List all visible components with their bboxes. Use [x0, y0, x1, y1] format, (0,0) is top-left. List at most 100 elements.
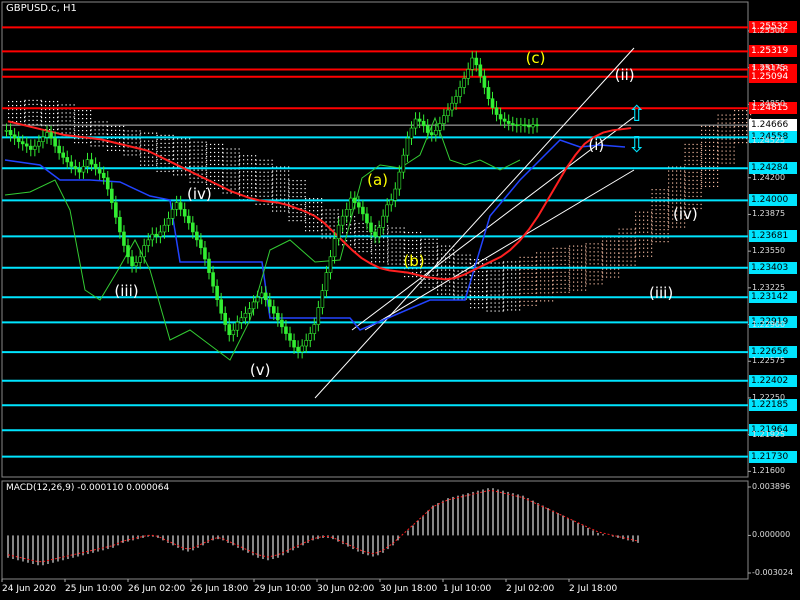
cloud-dot	[527, 276, 529, 278]
cloud-dot	[168, 162, 170, 165]
cloud-dot	[375, 257, 377, 259]
cloud-dot	[127, 130, 129, 132]
cloud-dot	[515, 289, 517, 291]
cloud-dot	[424, 242, 426, 244]
cloud-dot	[362, 246, 364, 249]
cloud-dot	[296, 204, 298, 206]
cloud-dot	[651, 221, 653, 223]
cloud-dot	[230, 184, 232, 186]
cloud-dot	[309, 198, 311, 200]
cloud-dot	[713, 161, 715, 163]
cloud-dot	[251, 195, 253, 197]
cloud-dot	[507, 273, 509, 275]
cloud-dot	[519, 309, 521, 311]
cloud-dot	[387, 245, 389, 247]
cloud-dot	[696, 195, 698, 198]
cloud-dot	[255, 187, 257, 189]
candle-body	[45, 132, 49, 138]
cloud-dot	[205, 181, 207, 183]
cloud-dot	[536, 272, 538, 274]
cloud-dot	[668, 202, 670, 204]
cloud-dot	[354, 242, 356, 245]
cloud-dot	[622, 264, 624, 266]
cloud-dot	[474, 259, 476, 261]
cloud-dot	[86, 113, 88, 116]
cloud-dot	[482, 283, 484, 285]
cloud-dot	[668, 222, 670, 224]
cloud-dot	[387, 243, 389, 245]
cloud-dot	[164, 146, 166, 149]
cloud-dot	[358, 250, 360, 253]
cloud-dot	[738, 121, 740, 124]
cloud-dot	[573, 285, 575, 287]
cloud-dot	[688, 187, 690, 190]
cloud-dot	[655, 193, 657, 195]
cloud-dot	[36, 99, 38, 102]
cloud-dot	[350, 240, 352, 242]
candle-body	[57, 145, 61, 154]
cloud-dot	[197, 165, 199, 167]
cloud-dot	[556, 263, 558, 265]
cloud-dot	[420, 247, 422, 250]
cloud-dot	[593, 263, 595, 265]
cloud-dot	[404, 243, 406, 246]
cloud-dot	[721, 130, 723, 132]
cloud-dot	[684, 174, 686, 176]
cloud-dot	[478, 283, 480, 285]
cloud-dot	[585, 289, 587, 291]
cloud-dot	[437, 253, 439, 255]
cloud-dot	[610, 248, 612, 250]
cloud-dot	[404, 275, 406, 278]
support-level-tag: 1.21730	[749, 450, 797, 463]
cloud-dot	[688, 179, 690, 182]
cloud-dot	[552, 279, 554, 281]
cloud-dot	[696, 159, 698, 162]
cloud-dot	[486, 299, 488, 301]
cloud-dot	[709, 173, 711, 175]
cloud-dot	[288, 184, 290, 186]
cloud-dot	[569, 285, 571, 287]
cloud-dot	[622, 256, 624, 258]
cloud-dot	[573, 257, 575, 259]
cloud-dot	[519, 276, 521, 278]
cloud-dot	[16, 104, 18, 107]
cloud-dot	[672, 214, 674, 216]
cloud-dot	[581, 265, 583, 267]
cloud-dot	[358, 226, 360, 229]
candle-body	[211, 272, 215, 287]
cloud-dot	[234, 152, 236, 154]
cloud-dot	[725, 150, 727, 152]
cloud-dot	[709, 133, 711, 135]
cloud-dot	[453, 281, 455, 283]
cloud-dot	[272, 194, 274, 196]
cloud-dot	[263, 179, 265, 181]
cloud-dot	[408, 251, 410, 254]
cloud-dot	[226, 176, 228, 178]
cloud-dot	[424, 258, 426, 260]
cloud-dot	[263, 163, 265, 165]
cloud-dot	[168, 146, 170, 149]
cloud-dot	[585, 259, 587, 261]
cloud-dot	[696, 203, 698, 206]
cloud-dot	[131, 138, 133, 140]
cloud-dot	[597, 243, 599, 245]
cloud-dot	[672, 166, 674, 168]
cloud-dot	[86, 109, 88, 112]
cloud-dot	[280, 174, 282, 176]
candle-body	[219, 299, 223, 314]
cloud-dot	[342, 232, 344, 234]
cloud-dot	[585, 271, 587, 273]
candle-body	[255, 297, 260, 303]
cloud-dot	[135, 130, 137, 132]
candle-body	[77, 168, 82, 173]
cloud-dot	[337, 213, 339, 215]
cloud-dot	[569, 277, 571, 279]
cloud-dot	[602, 260, 604, 262]
candle-body	[85, 159, 90, 167]
cloud-dot	[502, 306, 504, 308]
cloud-dot	[717, 165, 719, 167]
cloud-dot	[684, 190, 686, 192]
cloud-dot	[667, 213, 669, 215]
cloud-dot	[630, 252, 632, 254]
